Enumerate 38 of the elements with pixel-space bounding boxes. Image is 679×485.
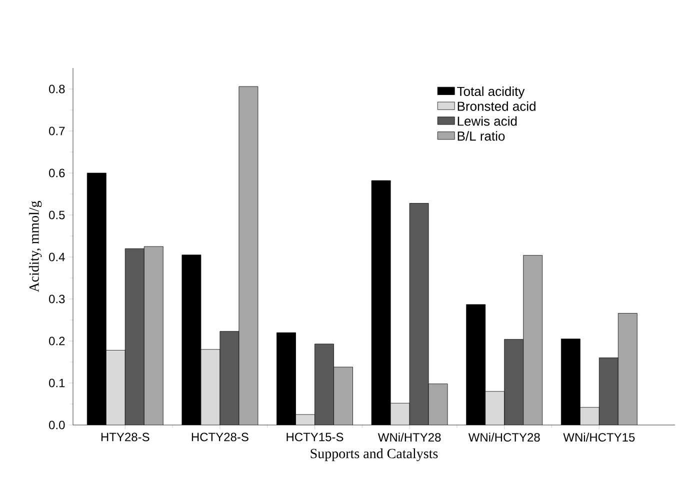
bar bbox=[598, 358, 618, 425]
y-tick-label: 0.7 bbox=[49, 126, 65, 136]
bar bbox=[504, 339, 524, 425]
y-tick-label: 0.2 bbox=[49, 336, 65, 346]
x-axis-title: Supports and Catalysts bbox=[310, 448, 438, 462]
bar bbox=[428, 384, 448, 425]
bar bbox=[485, 391, 504, 425]
bar bbox=[390, 403, 410, 425]
bar bbox=[580, 407, 600, 425]
y-tick-label: 0.8 bbox=[49, 84, 65, 94]
bar bbox=[220, 331, 239, 425]
legend-label: Bronsted acid bbox=[458, 101, 536, 111]
y-tick-label: 0.6 bbox=[49, 168, 65, 178]
bar bbox=[523, 255, 542, 425]
y-tick-label: 0.5 bbox=[49, 210, 65, 220]
bar bbox=[314, 344, 334, 425]
bar bbox=[144, 246, 164, 425]
legend-label: Total acidity bbox=[457, 86, 525, 99]
y-axis-title: Acidity, mmol/g bbox=[28, 200, 42, 292]
x-tick-label: WNi/HCTY28 bbox=[468, 432, 540, 442]
y-tick-label: 0.3 bbox=[49, 294, 65, 304]
x-tick-label: HCTY15-S bbox=[286, 432, 344, 442]
x-tick-label: HCTY28-S bbox=[192, 432, 248, 442]
bar bbox=[410, 203, 429, 425]
x-tick-label: HTY28-S bbox=[101, 432, 150, 442]
y-tick-label: 0.0 bbox=[49, 420, 65, 430]
bar bbox=[238, 86, 258, 425]
y-tick-label: 0.4 bbox=[49, 252, 65, 262]
y-tick-label: 0.1 bbox=[49, 378, 65, 388]
bar bbox=[200, 349, 220, 425]
bar bbox=[618, 313, 638, 425]
bar bbox=[125, 248, 144, 425]
x-tick-label: WNi/HCTY15 bbox=[563, 432, 635, 442]
legend-label: Lewis acid bbox=[458, 116, 517, 126]
legend-label: B/L ratio bbox=[458, 131, 505, 141]
bar bbox=[106, 350, 126, 425]
x-tick-label: WNi/HTY28 bbox=[378, 432, 441, 442]
bar bbox=[334, 367, 353, 425]
